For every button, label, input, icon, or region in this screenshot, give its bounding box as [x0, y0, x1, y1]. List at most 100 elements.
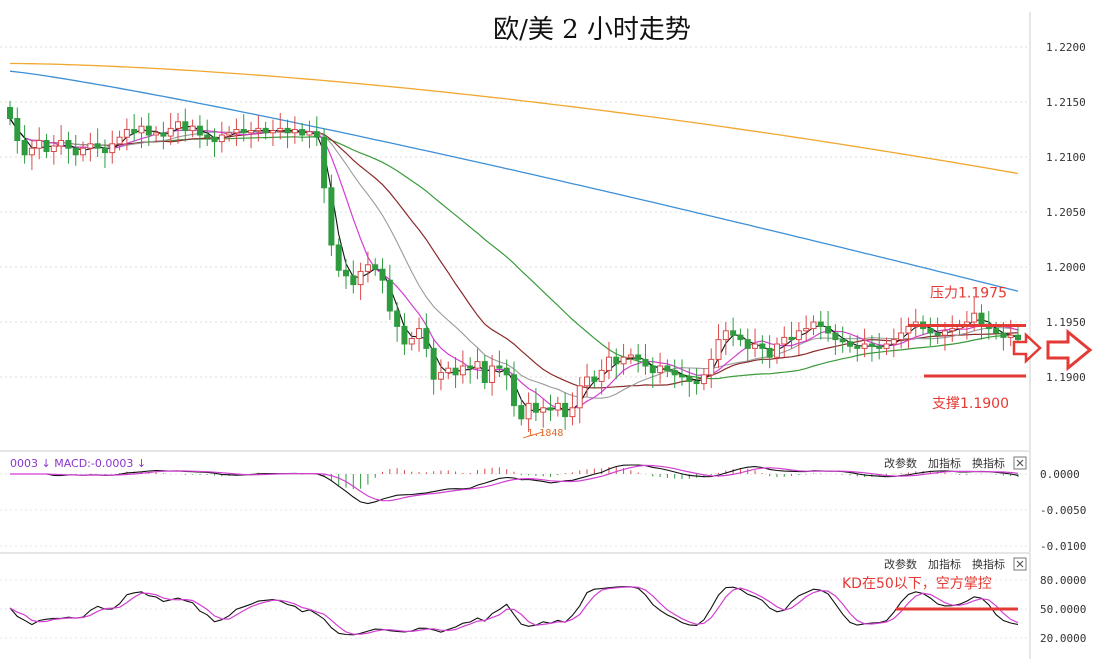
macd-tick-labels: 0.0000 -0.0050 -0.0100 — [1040, 468, 1086, 553]
candlestick — [591, 370, 598, 388]
candlestick — [803, 315, 810, 342]
candlestick — [890, 328, 897, 358]
price-tick-label: 1.2050 — [1046, 206, 1086, 219]
candlestick — [839, 326, 846, 353]
candlestick — [372, 258, 379, 276]
candlestick — [467, 357, 474, 384]
candlestick — [569, 392, 576, 426]
candlestick — [540, 399, 547, 428]
kd-tick-label: 80.0000 — [1040, 574, 1086, 587]
candlestick — [72, 135, 79, 166]
candlestick — [43, 133, 50, 159]
candlestick — [693, 368, 700, 395]
candlestick — [394, 302, 401, 342]
candlestick — [525, 392, 532, 432]
candlestick — [167, 113, 174, 145]
macd-dea-line — [10, 464, 1019, 502]
price-panel: 1.2200 1.2150 1.2100 1.2050 1.2000 1.1950 1.19… — [0, 12, 1086, 450]
candlestick — [700, 368, 707, 391]
candlestick — [291, 116, 298, 144]
candlestick — [635, 344, 642, 373]
candlestick — [182, 108, 189, 142]
kd-add-indicator-button[interactable]: 加指标 — [928, 557, 961, 571]
candlestick — [204, 119, 211, 146]
candlestick — [196, 115, 203, 149]
candlestick — [562, 392, 569, 430]
resistance-label: 压力1.1975 — [930, 286, 1007, 302]
candlestick — [248, 121, 255, 149]
candlestick — [175, 113, 181, 144]
ma-orange-line — [10, 62, 1019, 175]
candlestick — [708, 348, 715, 388]
close-icon[interactable] — [1013, 557, 1027, 571]
candlestick — [21, 125, 28, 164]
candlestick — [109, 130, 116, 164]
candlestick — [138, 117, 145, 149]
kd-tick-label: 20.0000 — [1040, 632, 1086, 645]
macd-dif-line — [10, 464, 1019, 505]
candlestick — [883, 337, 890, 355]
candlestick — [554, 396, 561, 417]
candlestick — [459, 350, 466, 384]
kd-edit-params-button[interactable]: 改参数 — [884, 557, 917, 571]
candlestick — [189, 119, 196, 138]
candlestick — [58, 125, 65, 155]
candlestick — [773, 337, 780, 364]
candlestick — [269, 119, 276, 146]
candlestick — [313, 116, 320, 146]
candlestick — [679, 359, 685, 386]
kd-switch-indicator-button[interactable]: 换指标 — [972, 557, 1005, 571]
candlestick — [598, 359, 605, 395]
macd-tick-label: -0.0100 — [1040, 540, 1086, 553]
candlestick — [211, 128, 218, 157]
candlestick — [277, 113, 284, 140]
macd-edit-params-button[interactable]: 改参数 — [884, 456, 917, 470]
price-tick-label: 1.2100 — [1046, 151, 1086, 164]
candlestick — [50, 135, 57, 165]
candlestick — [511, 361, 517, 417]
moving-average-lines — [9, 62, 1019, 413]
candlestick — [518, 399, 525, 426]
kd-d-line — [9, 586, 1019, 635]
kd-annotation: KD在50以下，空方掌控 — [842, 576, 992, 592]
candlestick — [664, 359, 671, 377]
candlestick — [788, 322, 795, 349]
ma-gray-line — [9, 118, 1019, 399]
candlestick — [744, 328, 751, 362]
macd-panel: 0003 ↓ MACD:-0.0003 ↓ 改参数 加指标 换指标 0.0000… — [0, 450, 1086, 553]
candlestick — [65, 131, 72, 164]
low-price-label: 1.1848 — [527, 428, 563, 439]
support-label: 支撑1.1900 — [932, 396, 1009, 412]
kd-grid — [0, 579, 1030, 639]
candlestick — [781, 326, 788, 358]
candlestick — [627, 348, 634, 364]
macd-grid — [0, 473, 1030, 547]
candlestick — [36, 127, 43, 160]
macd-add-indicator-button[interactable]: 加指标 — [928, 456, 961, 470]
candlestick — [722, 322, 729, 355]
close-icon[interactable] — [1013, 456, 1027, 470]
candlestick — [649, 357, 656, 388]
price-tick-label: 1.1950 — [1046, 316, 1086, 329]
kd-tick-labels: 80.0000 50.0000 20.0000 — [1040, 574, 1086, 645]
candlestick — [321, 128, 328, 204]
candlestick — [416, 317, 423, 352]
candlestick — [306, 120, 313, 149]
macd-switch-indicator-button[interactable]: 换指标 — [972, 456, 1005, 470]
candlestick — [730, 317, 737, 347]
candlestick — [766, 335, 773, 369]
kd-lines — [9, 586, 1019, 636]
candlestick — [686, 368, 693, 397]
candlestick — [912, 308, 919, 338]
candlestick — [547, 394, 554, 421]
candlestick — [123, 118, 130, 151]
price-tick-labels: 1.2200 1.2150 1.2100 1.2050 1.2000 1.1950 1.19… — [1046, 41, 1086, 384]
candlestick — [7, 100, 13, 126]
candlestick — [474, 348, 481, 380]
candlestick — [94, 128, 101, 157]
candlestick — [218, 121, 225, 153]
candlestick — [752, 328, 759, 358]
candlestick — [847, 335, 853, 353]
candlestick — [927, 317, 934, 347]
candlestick — [657, 352, 664, 384]
